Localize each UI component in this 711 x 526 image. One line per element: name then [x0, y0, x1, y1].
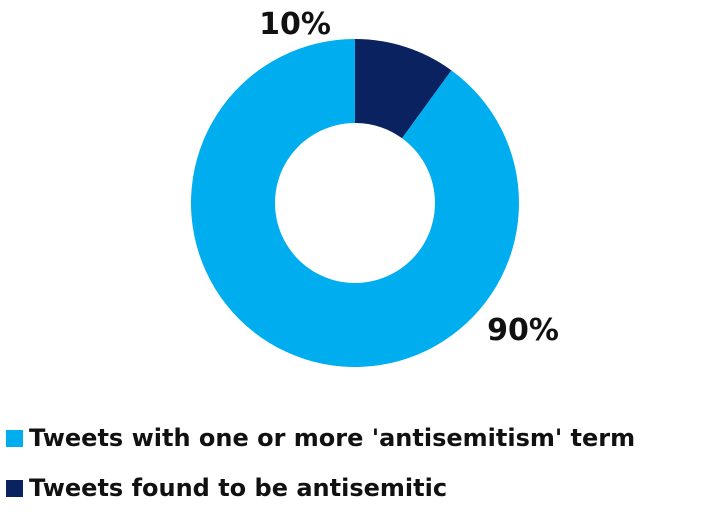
legend-swatch	[6, 479, 23, 497]
legend-label: Tweets found to be antisemitic	[29, 474, 448, 502]
slice-data-label: 90%	[487, 313, 559, 348]
donut-slice	[190, 39, 519, 368]
legend: Tweets with one or more 'antisemitism' t…	[6, 424, 636, 526]
legend-item: Tweets with one or more 'antisemitism' t…	[6, 424, 636, 452]
legend-item: Tweets found to be antisemitic	[6, 474, 635, 502]
donut-chart: 10% 90%	[190, 7, 559, 368]
legend-label: Tweets with one or more 'antisemitism' t…	[29, 424, 636, 452]
donut-slice	[355, 39, 452, 139]
slice-data-label: 10%	[259, 7, 331, 42]
legend-swatch	[6, 429, 23, 447]
